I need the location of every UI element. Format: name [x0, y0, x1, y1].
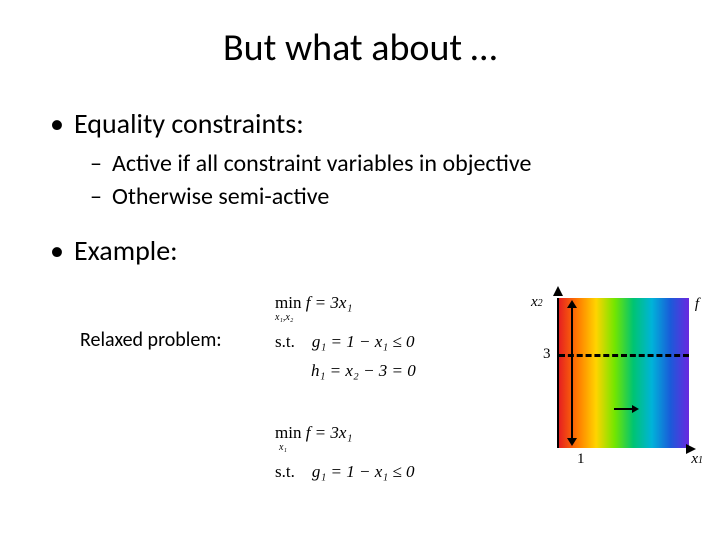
h1: h₁ = x₂ − 3 = 0 — [311, 361, 416, 380]
obj-sub: x₁,x₂ — [275, 312, 293, 323]
obj-body-r: f = 3x₁ — [306, 423, 353, 442]
y-tick-3: 3 — [543, 346, 551, 363]
g1: g₁ = 1 − x₁ ≤ 0 — [312, 332, 415, 351]
f-label: f — [695, 296, 699, 313]
math-original: min f = 3x₁ x₁,x₂ s.t. g₁ = 1 − x₁ ≤ 0 h… — [275, 290, 416, 384]
bullet-active: Active if all constraint variables in ob… — [90, 149, 680, 178]
y-axis-arrow-icon — [553, 286, 563, 296]
bullet-example: Example: — [50, 233, 680, 268]
obj-sub-r: x₁ — [279, 442, 287, 453]
feasible-region-chart: x2 f 3 1 x1 — [531, 288, 693, 478]
objective-gradient — [559, 298, 689, 448]
st-label: s.t. — [275, 332, 295, 351]
y-axis-label: x2 — [531, 294, 543, 311]
plot-area — [557, 298, 687, 448]
direction-arrow-icon — [614, 408, 632, 410]
obj-body: f = 3x₁ — [306, 293, 353, 312]
bullet-semi-active: Otherwise semi-active — [90, 182, 680, 211]
equality-constraint-line — [559, 354, 689, 357]
slide-title: But what about … — [40, 25, 680, 71]
g1-r: g₁ = 1 − x₁ ≤ 0 — [312, 462, 415, 481]
math-relaxed: min f = 3x₁ x₁ s.t. g₁ = 1 − x₁ ≤ 0 — [275, 420, 414, 484]
vertical-range-arrow-icon — [571, 308, 573, 438]
x-axis-label: x1 — [691, 451, 703, 468]
st-label-r: s.t. — [275, 462, 295, 481]
x-tick-1: 1 — [577, 451, 585, 468]
bullet-equality: Equality constraints: — [50, 106, 680, 141]
